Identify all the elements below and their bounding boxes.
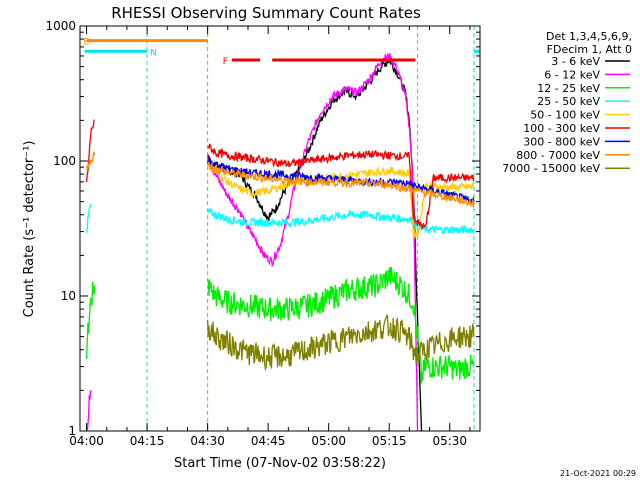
x-tick-label: 05:00: [311, 434, 346, 448]
legend-label-3: 25 - 50 keV: [537, 95, 600, 108]
x-tick-label: 05:30: [432, 434, 467, 448]
y-tick-label: 10: [61, 289, 76, 303]
axis-ticks: 04:00 04:15 04:30 04:45 05:00 05:15 05:30 1 10 10…: [45, 19, 480, 448]
series-line-0: [207, 58, 423, 431]
chart-title: RHESSI Observing Summary Count Rates: [111, 4, 421, 22]
pre-gap-series-line-4: [85, 203, 92, 233]
series-line-5: [207, 143, 475, 230]
series-line-2: [206, 266, 475, 384]
legend-label-4: 50 - 100 keV: [530, 109, 600, 122]
flag-label-E: E: [84, 38, 90, 48]
legend-header-line: Det 1,3,4,5,6,9,: [546, 30, 632, 43]
x-axis-label: Start Time (07-Nov-02 03:58:22): [174, 456, 386, 471]
series-line-8: [206, 314, 475, 372]
x-tick-label: 04:00: [69, 434, 104, 448]
legend: Det 1,3,4,5,6,9,FDecim 1, Att 03 - 6 keV…: [502, 30, 632, 175]
flag-label-F: F: [223, 57, 228, 67]
legend-label-7: 800 - 7000 keV: [516, 149, 600, 162]
x-tick-label: 04:15: [130, 434, 165, 448]
legend-label-2: 12 - 25 keV: [537, 82, 600, 95]
pre-gap-series-line-0: [85, 119, 95, 183]
x-tick-label: 05:15: [372, 434, 407, 448]
legend-label-5: 100 - 300 keV: [523, 122, 600, 135]
series-line-3: [206, 207, 475, 236]
y-axis-label: Count Rate (s⁻¹ detector⁻¹): [22, 141, 37, 318]
x-tick-label: 04:45: [251, 434, 286, 448]
plot-frame: [79, 25, 481, 432]
y-tick-label: 100: [53, 154, 76, 168]
y-tick-label: 1: [68, 424, 76, 438]
legend-label-1: 6 - 12 keV: [544, 68, 600, 81]
pre-gap-series-line-2: [85, 281, 96, 359]
legend-label-8: 7000 - 15000 keV: [502, 162, 600, 175]
y-tick-label: 1000: [45, 19, 76, 33]
legend-header-line: FDecim 1, Att 0: [547, 43, 632, 56]
legend-label-6: 300 - 800 keV: [523, 135, 600, 148]
legend-label-0: 3 - 6 keV: [551, 55, 600, 68]
flag-label-N: N: [150, 48, 157, 58]
x-tick-label: 04:30: [190, 434, 225, 448]
footer-date: 21-Oct-2021 00:29: [560, 469, 636, 478]
series-line-7: [207, 161, 475, 208]
pre-gap-series-line-1: [85, 150, 96, 170]
pre-gap-series-line-3: [86, 390, 92, 430]
